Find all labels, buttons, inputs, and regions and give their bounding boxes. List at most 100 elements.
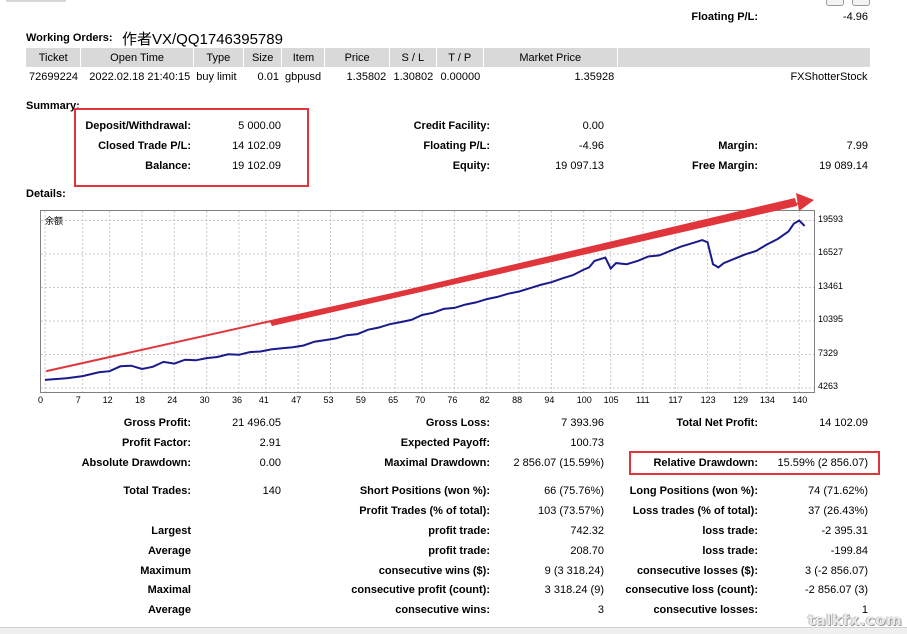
minimize-button[interactable]	[826, 0, 844, 6]
max-cons-losses-label: consecutive losses ($):	[636, 565, 758, 577]
x-tick-label: 100	[576, 395, 592, 405]
col-sl[interactable]: S / L	[389, 48, 437, 67]
x-tick-label: 76	[447, 395, 458, 405]
profit-factor-label: Profit Factor:	[121, 437, 191, 449]
maximize-button[interactable]	[852, 0, 870, 6]
orders-header-row: Ticket Open Time Type Size Item Price S …	[26, 48, 872, 67]
balance-chart: 余额	[40, 210, 815, 393]
average2-label: Average	[147, 604, 191, 616]
x-tick-label: 36	[231, 395, 242, 405]
free-margin-value: 19 089.14	[819, 160, 868, 172]
details-title: Details:	[26, 188, 66, 200]
max-cons-wins-value: 9 (3 318.24)	[544, 565, 604, 577]
y-tick-label: 10395	[818, 314, 844, 324]
cell-market-price: 1.35928	[574, 71, 615, 83]
header-floating-value: -4.96	[842, 11, 868, 23]
average-profit-label: profit trade:	[428, 545, 490, 557]
gross-profit-label: Gross Profit:	[123, 417, 191, 429]
col-price[interactable]: Price	[324, 48, 390, 67]
working-orders-title: Working Orders:	[26, 32, 113, 44]
x-tick-label: 41	[258, 395, 269, 405]
gross-loss-label: Gross Loss:	[425, 417, 490, 429]
loss-trades-value: 37 (26.43%)	[808, 505, 868, 517]
cell-open-time: 2022.02.18 21:40:15	[89, 71, 191, 83]
total-net-label: Total Net Profit:	[676, 417, 758, 429]
cell-item: gbpusd	[284, 71, 322, 83]
cell-price: 1.35802	[346, 71, 387, 83]
y-tick-label: 16527	[818, 247, 844, 258]
avg-cons-wins-value: 3	[597, 604, 604, 616]
x-tick-label: 117	[668, 395, 683, 405]
long-positions-value: 74 (71.62%)	[808, 485, 868, 497]
largest-loss-value: -2 395.31	[821, 525, 868, 537]
summary-title: Summary:	[26, 100, 80, 112]
col-item[interactable]: Item	[281, 48, 326, 67]
loss-trades-label: Loss trades (% of total):	[632, 505, 758, 517]
cell-size: 0.01	[257, 71, 279, 83]
col-ticket[interactable]: Ticket	[26, 48, 82, 67]
maximal-profit-value: 3 318.24 (9)	[544, 584, 604, 596]
table-row[interactable]: 72699224 2022.02.18 21:40:15 buy limit 0…	[26, 67, 871, 87]
x-tick-label: 24	[167, 395, 178, 405]
floating-label: Floating P/L:	[423, 140, 490, 152]
max-drawdown-value: 2 856.07 (15.59%)	[513, 457, 604, 469]
col-open-time[interactable]: Open Time	[80, 48, 194, 67]
average-loss-label: loss trade:	[702, 545, 758, 557]
x-tick-label: 129	[732, 395, 748, 405]
x-tick-label: 94	[544, 395, 555, 405]
credit-value: 0.00	[582, 120, 604, 132]
equity-label: Equity:	[452, 160, 490, 172]
average-profit-value: 208.70	[570, 545, 604, 557]
x-tick-label: 123	[700, 395, 716, 405]
trend-arrow-thick-line	[270, 198, 797, 326]
maximal-loss-value: -2 856.07 (3)	[805, 584, 868, 596]
col-type[interactable]: Type	[193, 48, 244, 67]
col-comment	[617, 48, 872, 67]
chart-grid	[41, 211, 814, 392]
x-tick-label: 134	[759, 395, 775, 405]
col-tp[interactable]: T / P	[436, 48, 484, 67]
y-tick-label: 7329	[818, 347, 839, 358]
cell-sl: 1.30802	[393, 71, 434, 83]
x-tick-label: 111	[635, 395, 650, 405]
y-tick-label: 19593	[818, 213, 844, 224]
x-tick-label: 12	[102, 395, 113, 405]
largest-loss-label: loss trade:	[702, 525, 758, 537]
cell-ticket: 72699224	[29, 71, 78, 83]
max-drawdown-label: Maximal Drawdown:	[384, 457, 490, 469]
total-trades-value: 140	[262, 485, 281, 497]
abs-drawdown-value: 0.00	[259, 457, 281, 469]
average-loss-value: -199.84	[830, 545, 868, 557]
col-size[interactable]: Size	[243, 48, 283, 67]
balance-value: 19 102.09	[232, 160, 281, 172]
profit-trades-label: Profit Trades (% of total):	[359, 505, 490, 517]
x-tick-label: 0	[38, 395, 44, 405]
short-positions-value: 66 (75.76%)	[544, 485, 604, 497]
margin-value: 7.99	[846, 140, 868, 152]
x-tick-label: 65	[388, 395, 399, 405]
cell-tp: 0.00000	[440, 71, 481, 83]
window-title-blur	[6, 0, 66, 2]
maximum-label: Maximum	[140, 565, 191, 577]
short-positions-label: Short Positions (won %):	[359, 485, 490, 497]
floating-value: -4.96	[578, 140, 604, 152]
deposit-label: Deposit/Withdrawal:	[85, 120, 191, 132]
x-tick-label: 59	[355, 395, 366, 405]
closed-pl-label: Closed Trade P/L:	[98, 140, 191, 152]
x-tick-label: 18	[134, 395, 145, 405]
rel-drawdown-label: Relative Drawdown:	[653, 457, 758, 469]
profit-trades-value: 103 (73.57%)	[537, 505, 604, 517]
bottom-scroll-strip[interactable]	[0, 627, 907, 634]
x-tick-label: 70	[415, 395, 426, 405]
balance-label: Balance:	[145, 160, 191, 172]
rel-drawdown-value: 15.59% (2 856.07)	[777, 457, 868, 469]
col-market-price[interactable]: Market Price	[483, 48, 618, 67]
credit-label: Credit Facility:	[413, 120, 490, 132]
average-label: Average	[147, 545, 191, 557]
cell-type: buy limit	[196, 71, 237, 83]
cell-comment: FXShotterStock	[790, 71, 868, 83]
summary-highlight-box	[74, 108, 309, 187]
balance-series-line	[44, 219, 806, 381]
largest-label: Largest	[151, 525, 191, 537]
